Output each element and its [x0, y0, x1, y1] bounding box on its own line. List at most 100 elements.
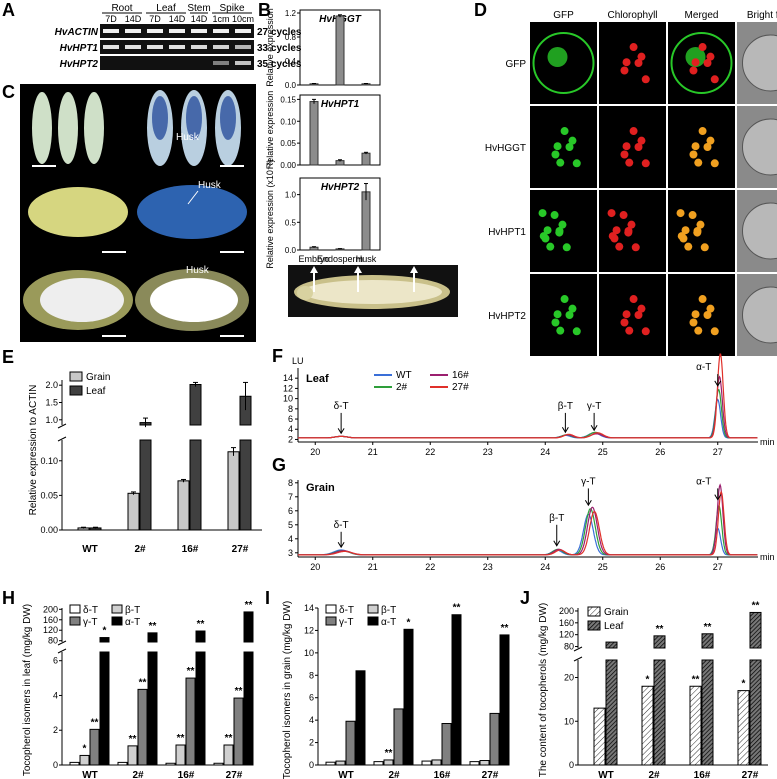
x-tick-label: 2#: [134, 544, 146, 555]
x-tick-label: 21: [368, 447, 378, 457]
legend-label: Grain: [604, 607, 628, 618]
chloroplast-signal: [703, 311, 712, 319]
subplot-gene-title: HvHPT2: [321, 182, 360, 193]
significance-mark: *: [407, 617, 411, 628]
legend-label: WT: [396, 370, 412, 381]
y-tick-label: 12: [304, 625, 314, 635]
y-tick-label: 0.00: [280, 161, 296, 170]
y-tick-label: 0.0: [285, 246, 297, 255]
gel-band: [191, 45, 207, 49]
y-tick-label: 200: [43, 604, 58, 614]
y-tick-label: 1.0: [45, 415, 58, 425]
grain-embryo: [297, 286, 313, 300]
legend-swatch: [111, 604, 123, 614]
panel-label-f: F: [272, 346, 283, 366]
y-tick-label: 2: [309, 738, 314, 748]
chloroplast-signal: [624, 228, 633, 237]
chloroplast-signal: [622, 58, 631, 67]
significance-mark: **: [235, 686, 243, 697]
x-tick-label: 26: [655, 447, 665, 457]
gene-label: HvHPT1: [60, 43, 99, 54]
bar: [79, 754, 90, 766]
significance-mark: **: [225, 733, 233, 744]
peak-arrowhead: [584, 499, 592, 507]
x-tick-label: 20: [310, 562, 320, 572]
bar-upper-part: [749, 611, 762, 649]
legend-swatch: [111, 616, 123, 626]
bar: [117, 761, 128, 766]
chloroplast-signal: [634, 143, 643, 151]
micrograph-cell: [530, 106, 597, 188]
x-tick-label: 23: [483, 447, 493, 457]
x-tick-label: 24: [540, 562, 550, 572]
chloroplast-signal: [555, 228, 564, 237]
legend-swatch: [325, 604, 337, 614]
y-tick-label: 0.10: [40, 456, 58, 466]
chloroplast-signal: [568, 136, 577, 145]
y-tick-label: 14: [304, 603, 314, 613]
panel-a-gel: Root Leaf Stem Spike 7D 14D 7D 14D 14D 1cm 10cm HvA…: [55, 3, 302, 70]
panel-label-a: A: [2, 0, 15, 20]
chloroplast-signal: [620, 150, 629, 159]
husk-pointer: [187, 190, 199, 205]
chloroplast-signal: [562, 243, 571, 252]
bar-lower-part: [243, 651, 254, 766]
chromatogram-trace: [298, 389, 758, 439]
significance-mark: *: [83, 743, 87, 754]
bar: [227, 451, 240, 531]
panel-e-chart: 0.00 0.05 0.10 1.0 1.5 2.0 Relative expression…: [28, 371, 262, 555]
chloroplast-signal: [612, 226, 621, 235]
husk-label: Husk: [186, 265, 210, 276]
y-axis-label: Relative expression (x10⁻³): [265, 159, 275, 268]
chloroplast-signal: [684, 242, 693, 251]
chloroplast-signal: [700, 243, 709, 252]
chloroplast-signal: [550, 211, 559, 220]
micrograph-cell: [530, 274, 597, 356]
bar-upper-part: [243, 611, 254, 643]
y-axis-label: The content of tocopherols (mg/kg DW): [538, 603, 549, 778]
y-tick-label: 6: [288, 414, 293, 424]
axis-break-mark: [573, 646, 583, 662]
bar: [177, 480, 190, 531]
bar-upper-part: [189, 384, 202, 426]
legend-label: Grain: [86, 372, 110, 383]
chloroplast-signal: [691, 58, 700, 67]
chromatogram-trace: [298, 375, 758, 439]
bar-lower-part: [749, 659, 762, 766]
chloroplast-signal: [637, 136, 646, 145]
y-tick-label: 2.0: [45, 380, 58, 390]
tissue-label: Root: [111, 3, 132, 14]
bar: [431, 759, 442, 766]
chloroplast-signal: [696, 220, 705, 229]
x-axis-unit: min: [760, 552, 775, 562]
bar-lower-part: [701, 659, 714, 766]
bar-lower-part: [653, 659, 666, 766]
gfp-membrane: [670, 32, 733, 94]
gus-stain: [186, 96, 202, 140]
x-tick-label: WT: [598, 770, 614, 779]
y-tick-label: 0.05: [40, 490, 58, 500]
y-tick-label: 20: [564, 673, 574, 683]
panel-label-b: B: [258, 0, 271, 20]
significance-mark: **: [501, 623, 509, 634]
chloroplast-signal: [553, 142, 562, 151]
y-tick-label: 10: [564, 716, 574, 726]
column-header: Chlorophyll: [607, 10, 657, 21]
row-label: HvHGGT: [485, 143, 526, 154]
gel-strip: [100, 56, 254, 70]
chloroplast-signal: [710, 159, 719, 168]
stage-label: 7D: [105, 14, 117, 24]
tissue-label: Stem: [187, 3, 210, 14]
subplot-gene-title: HvHPT1: [321, 99, 360, 110]
grain-gus: [137, 185, 247, 239]
significance-mark: *: [646, 674, 650, 685]
y-tick-label: 0.8: [285, 33, 297, 42]
y-tick-label: 1.0: [285, 191, 297, 200]
peak-arrowhead: [337, 541, 345, 549]
y-axis-label: Tocopherol isomers in leaf (mg/kg DW): [22, 604, 33, 776]
legend-label: γ-T: [83, 617, 97, 628]
x-tick-label: 27: [713, 447, 723, 457]
gfp-nucleus: [547, 47, 568, 67]
